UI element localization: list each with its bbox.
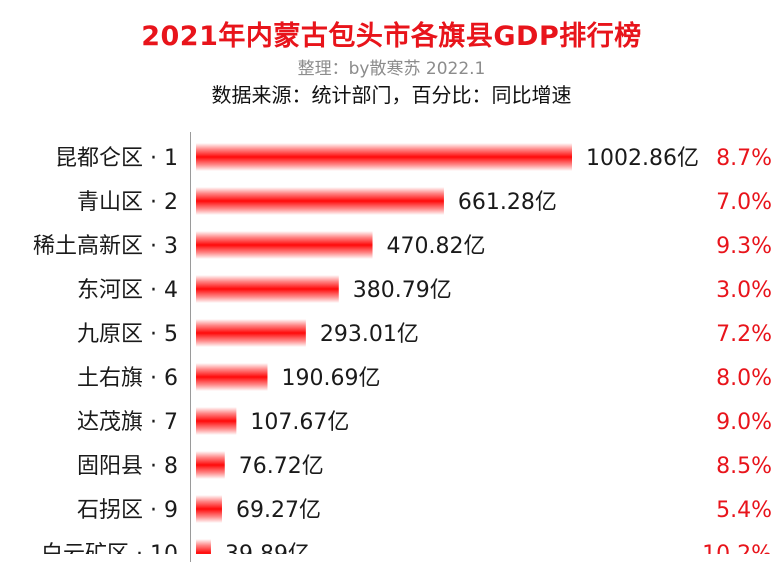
growth-label: 7.2% [716, 322, 772, 347]
growth-label: 10.2% [702, 542, 772, 554]
value-label: 470.82亿 [387, 234, 486, 259]
bar-3 [196, 231, 373, 259]
category-label: 石拐区 · 9 [77, 498, 178, 523]
growth-label: 9.0% [716, 410, 772, 435]
bar-7 [196, 407, 237, 435]
category-axis-line [190, 132, 191, 562]
category-label: 九原区 · 5 [77, 322, 178, 347]
value-label: 190.69亿 [281, 366, 380, 391]
growth-label: 9.3% [716, 234, 772, 259]
bar-2 [196, 187, 444, 215]
bar-6 [196, 363, 268, 391]
value-label: 76.72亿 [239, 454, 324, 479]
bar-8 [196, 451, 225, 479]
bar-9 [196, 495, 222, 523]
value-label: 293.01亿 [320, 322, 419, 347]
chart-title: 2021年内蒙古包头市各旗县GDP排行榜 [141, 21, 642, 52]
category-label: 达茂旗 · 7 [77, 410, 178, 435]
value-label: 107.67亿 [250, 410, 349, 435]
value-label: 39.89亿 [225, 542, 310, 554]
category-label: 白云矿区 · 10 [41, 542, 178, 554]
bar-4 [196, 275, 339, 303]
value-label: 1002.86亿 [586, 146, 699, 171]
growth-label: 8.7% [716, 146, 772, 171]
category-label: 昆都仑区 · 1 [55, 146, 178, 171]
growth-label: 8.5% [716, 454, 772, 479]
category-label: 东河区 · 4 [77, 278, 178, 303]
growth-label: 3.0% [716, 278, 772, 303]
growth-label: 7.0% [716, 190, 772, 215]
category-label: 固阳县 · 8 [77, 454, 178, 479]
bar-10 [196, 539, 211, 554]
value-label: 69.27亿 [236, 498, 321, 523]
bar-1 [196, 143, 572, 171]
chart-credit: 整理：by散寒苏 2022.1 [297, 59, 486, 79]
value-label: 661.28亿 [458, 190, 557, 215]
growth-label: 5.4% [716, 498, 772, 523]
category-label: 稀土高新区 · 3 [33, 234, 178, 259]
category-label: 青山区 · 2 [77, 190, 178, 215]
chart-source-note: 数据来源：统计部门，百分比：同比增速 [211, 83, 572, 107]
category-label: 土右旗 · 6 [77, 366, 178, 391]
growth-label: 8.0% [716, 366, 772, 391]
bar-5 [196, 319, 306, 347]
value-label: 380.79亿 [353, 278, 452, 303]
